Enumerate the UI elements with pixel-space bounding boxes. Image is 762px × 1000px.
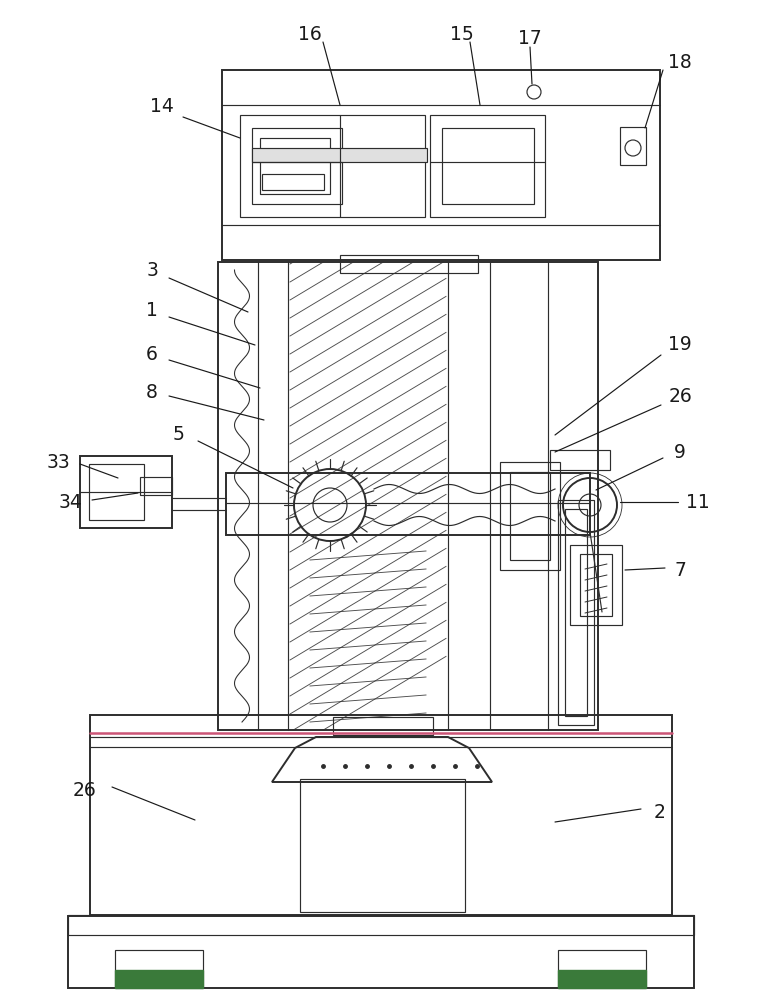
Text: 5: 5 xyxy=(172,426,184,444)
Bar xyxy=(340,255,478,273)
Bar xyxy=(222,70,660,260)
Bar xyxy=(218,262,598,730)
Bar xyxy=(510,472,550,560)
Bar xyxy=(240,115,425,217)
Text: 19: 19 xyxy=(668,336,692,355)
Text: 1: 1 xyxy=(146,300,158,320)
Bar xyxy=(565,509,587,716)
Bar xyxy=(500,462,560,570)
Text: 6: 6 xyxy=(146,346,158,364)
Text: 26: 26 xyxy=(73,780,97,800)
Bar xyxy=(262,174,324,190)
Bar xyxy=(620,127,646,165)
Bar xyxy=(558,950,646,988)
Bar xyxy=(558,970,646,988)
Bar xyxy=(550,450,610,470)
Bar xyxy=(89,464,144,520)
Bar xyxy=(570,545,622,625)
Bar xyxy=(80,456,172,528)
Bar xyxy=(252,148,427,162)
Text: 34: 34 xyxy=(58,492,82,512)
Text: 3: 3 xyxy=(146,260,158,279)
Text: 7: 7 xyxy=(674,560,686,580)
Bar xyxy=(115,970,203,988)
Bar xyxy=(68,916,694,988)
Bar xyxy=(140,477,172,495)
Text: 26: 26 xyxy=(668,387,692,406)
Bar xyxy=(115,950,203,988)
Bar xyxy=(580,554,612,616)
Bar xyxy=(333,717,433,735)
Bar xyxy=(260,138,330,194)
Text: 11: 11 xyxy=(686,492,710,512)
Bar xyxy=(430,115,545,217)
Bar xyxy=(252,128,342,204)
Bar xyxy=(300,779,465,912)
Bar xyxy=(442,128,534,204)
Text: 17: 17 xyxy=(518,29,542,48)
Bar xyxy=(558,500,594,725)
Bar xyxy=(68,915,694,935)
Text: 8: 8 xyxy=(146,382,158,401)
Text: 2: 2 xyxy=(654,802,666,822)
Text: 15: 15 xyxy=(450,24,474,43)
Text: 16: 16 xyxy=(298,24,322,43)
Text: 14: 14 xyxy=(150,98,174,116)
Bar xyxy=(226,473,590,535)
Text: 33: 33 xyxy=(46,452,70,472)
Bar xyxy=(90,715,672,915)
Text: 18: 18 xyxy=(668,52,692,72)
Text: 9: 9 xyxy=(674,442,686,462)
